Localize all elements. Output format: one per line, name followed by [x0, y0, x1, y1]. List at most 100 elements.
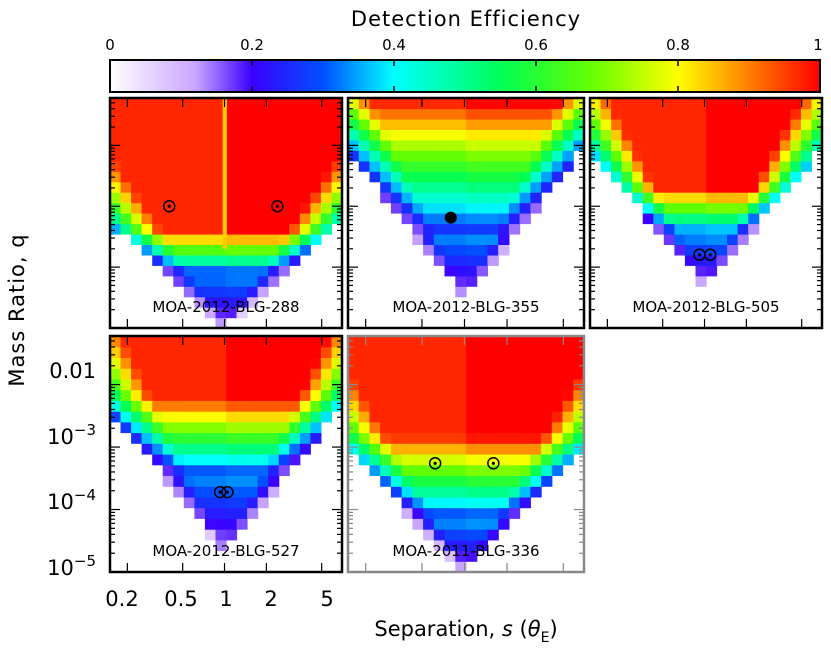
heatmap-cell [466, 539, 478, 552]
heatmap-cell [573, 98, 584, 110]
heatmap-cell [487, 244, 499, 256]
heatmap-cell [236, 265, 248, 277]
heatmap-cell [257, 160, 269, 172]
heatmap-cell [183, 192, 195, 204]
heatmap [110, 336, 342, 552]
heatmap-cell [268, 368, 280, 380]
heatmap-cell [194, 139, 206, 151]
heatmap-cell [194, 265, 206, 277]
heatmap-cell [487, 443, 499, 455]
heatmap-cell [811, 129, 822, 141]
heatmap-cell [684, 160, 696, 172]
heatmap-cell [299, 98, 311, 110]
heatmap-cell [530, 454, 542, 466]
heatmap-cell [466, 223, 478, 235]
heatmap-cell [541, 118, 553, 130]
heatmap-cell [653, 108, 665, 120]
heatmap-cell [519, 432, 531, 444]
heatmap-cell [476, 108, 488, 120]
heatmap-cell [433, 108, 446, 120]
heatmap-cell [183, 286, 195, 298]
planet-marker-center [225, 490, 230, 494]
heatmap-cell [141, 378, 153, 391]
heatmap-cell [487, 233, 499, 245]
heatmap-cell [444, 389, 456, 401]
heatmap-cell [423, 507, 435, 519]
heatmap-cell [519, 411, 531, 423]
heatmap-cell [455, 286, 467, 298]
heatmap-cell [215, 192, 227, 204]
heatmap-cell [204, 129, 216, 141]
heatmap-cell [152, 118, 164, 130]
heatmap-cell [162, 139, 174, 151]
heatmap-cell [236, 233, 248, 245]
heatmap-cell [331, 357, 342, 369]
heatmap-cell [748, 139, 760, 151]
heatmap-cell [183, 171, 195, 183]
heatmap-cell [706, 160, 718, 172]
colorbar-title: Detection Efficiency [351, 7, 581, 31]
heatmap-cell [573, 432, 584, 444]
heatmap-cell [310, 336, 322, 348]
heatmap-cell [236, 518, 248, 530]
heatmap-cell [530, 368, 542, 380]
heatmap-cell [236, 118, 248, 130]
heatmap-cell [632, 171, 644, 183]
heatmap-cell [621, 129, 633, 141]
heatmap-cell [498, 454, 510, 466]
heatmap-cell [299, 192, 311, 204]
heatmap-cell [131, 171, 143, 183]
heatmap-cell [401, 486, 413, 498]
heatmap-cell [487, 486, 499, 498]
heatmap-cell [215, 507, 227, 519]
heatmap-cell [278, 171, 290, 183]
heatmap-cell [226, 464, 238, 476]
heatmap-cell [162, 213, 174, 225]
heatmap-cell [390, 336, 403, 348]
heatmap-cell [183, 357, 195, 369]
heatmap-cell [226, 244, 238, 256]
heatmap-cell [299, 213, 311, 225]
heatmap-cell [289, 254, 301, 266]
heatmap-cell [632, 192, 644, 204]
heatmap-cell [433, 357, 446, 369]
heatmap-cell [348, 368, 360, 380]
heatmap-cell [695, 108, 707, 120]
heatmap-cell [152, 233, 164, 245]
heatmap-cell [236, 244, 248, 256]
heatmap-cell [487, 192, 499, 204]
heatmap-cell [358, 346, 370, 358]
x-tick-label: 0.2 [105, 587, 138, 611]
x-tick-labels: 0.2 0.5 1 2 5 [105, 587, 333, 611]
heatmap-cell [530, 171, 542, 183]
heatmap-cell [215, 254, 227, 266]
heatmap-cell [162, 454, 174, 466]
heatmap-cell [268, 432, 280, 444]
heatmap-cell [247, 368, 259, 380]
heatmap-cell [289, 378, 301, 391]
heatmap-cell [236, 443, 248, 455]
heatmap-cell [369, 118, 381, 130]
heatmap-cell [590, 129, 602, 141]
heatmap-cell [152, 346, 164, 358]
heatmap-cell [110, 223, 122, 235]
heatmap-cell [423, 233, 435, 245]
heatmap-cell [257, 181, 269, 193]
planet-marker [213, 485, 227, 499]
heatmap-cell [173, 139, 185, 151]
heatmap-cell [162, 171, 174, 183]
heatmap-cell [247, 475, 259, 487]
heatmap-cell [226, 118, 238, 130]
heatmap-cell [194, 464, 206, 476]
heatmap-cell [758, 139, 770, 151]
heatmap-cell [551, 150, 564, 162]
heatmap-cell [476, 150, 488, 162]
heatmap-cell [369, 464, 381, 476]
heatmap-cell [433, 411, 446, 423]
heatmap-cell [562, 150, 574, 162]
heatmap-cell [247, 254, 259, 266]
heatmap-cell [173, 357, 185, 369]
heatmap-cell [444, 454, 456, 466]
heatmap-cell [551, 139, 564, 151]
heatmap-cell [120, 368, 132, 380]
